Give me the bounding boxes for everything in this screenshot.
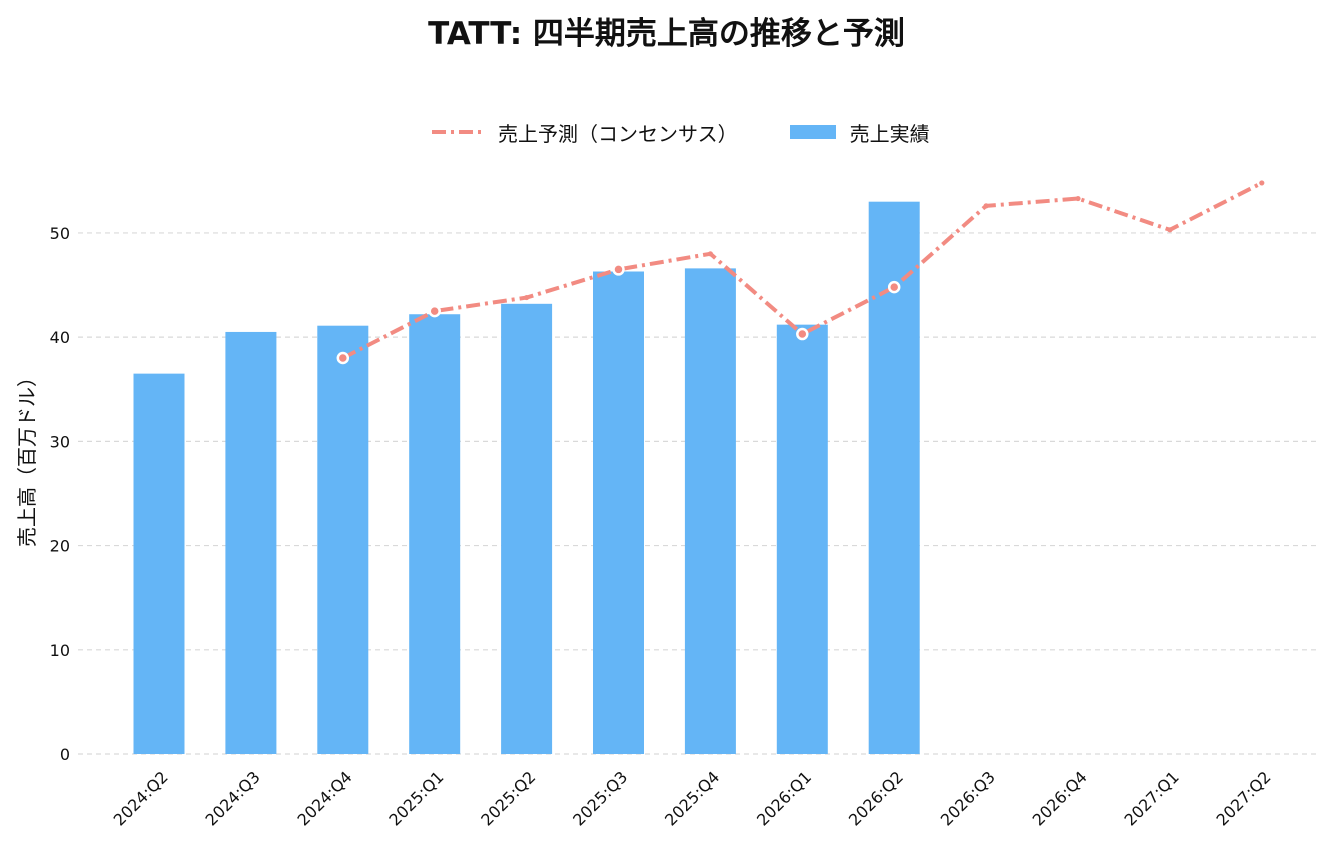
x-tick-label: 2025:Q2 — [477, 767, 539, 829]
bar-actual — [593, 271, 644, 754]
legend: 売上予測（コンセンサス） 売上実績 — [430, 116, 982, 148]
x-tick-label: 2027:Q2 — [1212, 767, 1274, 829]
bar-actual — [868, 201, 920, 754]
legend-forecast-line-icon — [432, 130, 482, 134]
forecast-point — [524, 294, 530, 301]
x-tick-label: 2026:Q3 — [937, 767, 999, 829]
bar-actual — [776, 324, 828, 754]
legend-item-actual: 売上実績 — [789, 118, 930, 147]
x-tick-label: 2025:Q4 — [661, 767, 723, 829]
y-tick-label: 20 — [50, 537, 70, 556]
forecast-point — [796, 327, 809, 341]
x-tick-label: 2024:Q3 — [202, 767, 264, 829]
x-tick-label: 2025:Q1 — [385, 767, 447, 829]
legend-actual-label: 売上実績 — [849, 121, 930, 146]
x-tick-label: 2026:Q1 — [753, 767, 815, 829]
forecast-point — [983, 203, 989, 209]
forecast-point — [1259, 180, 1265, 186]
forecast-point — [1167, 227, 1173, 233]
y-axis-label: 売上高（百万ドル） — [15, 367, 39, 547]
x-tick-label: 2024:Q2 — [110, 767, 172, 829]
bar-actual — [133, 373, 185, 754]
x-tick-label: 2026:Q2 — [845, 767, 907, 829]
bar-actual — [684, 268, 736, 754]
chart-title: TATT: 四半期売上高の推移と予測 — [428, 16, 905, 52]
bar-actual — [501, 303, 553, 754]
forecast-point — [707, 251, 714, 257]
x-tick-label: 2024:Q4 — [293, 767, 355, 829]
x-tick-label: 2025:Q3 — [569, 767, 631, 829]
legend-item-forecast: 売上予測（コンセンサス） — [430, 118, 738, 147]
bar-actual — [409, 314, 461, 754]
forecast-point — [1075, 195, 1081, 202]
y-tick-label: 40 — [50, 328, 70, 347]
x-tick-label: 2027:Q1 — [1121, 767, 1183, 829]
bar-actual — [225, 331, 277, 754]
y-tick-label: 10 — [50, 641, 70, 660]
x-tick-label: 2026:Q4 — [1029, 767, 1091, 829]
forecast-point — [428, 304, 441, 318]
y-tick-label: 50 — [50, 224, 70, 243]
y-tick-label: 0 — [60, 745, 70, 764]
bar-actual — [317, 325, 369, 754]
y-tick-label: 30 — [50, 432, 70, 451]
forecast-point — [336, 351, 350, 365]
forecast-point — [887, 280, 901, 294]
forecast-point — [612, 263, 625, 276]
legend-actual-swatch-icon — [789, 125, 836, 139]
legend-forecast-label: 売上予測（コンセンサス） — [498, 121, 738, 146]
